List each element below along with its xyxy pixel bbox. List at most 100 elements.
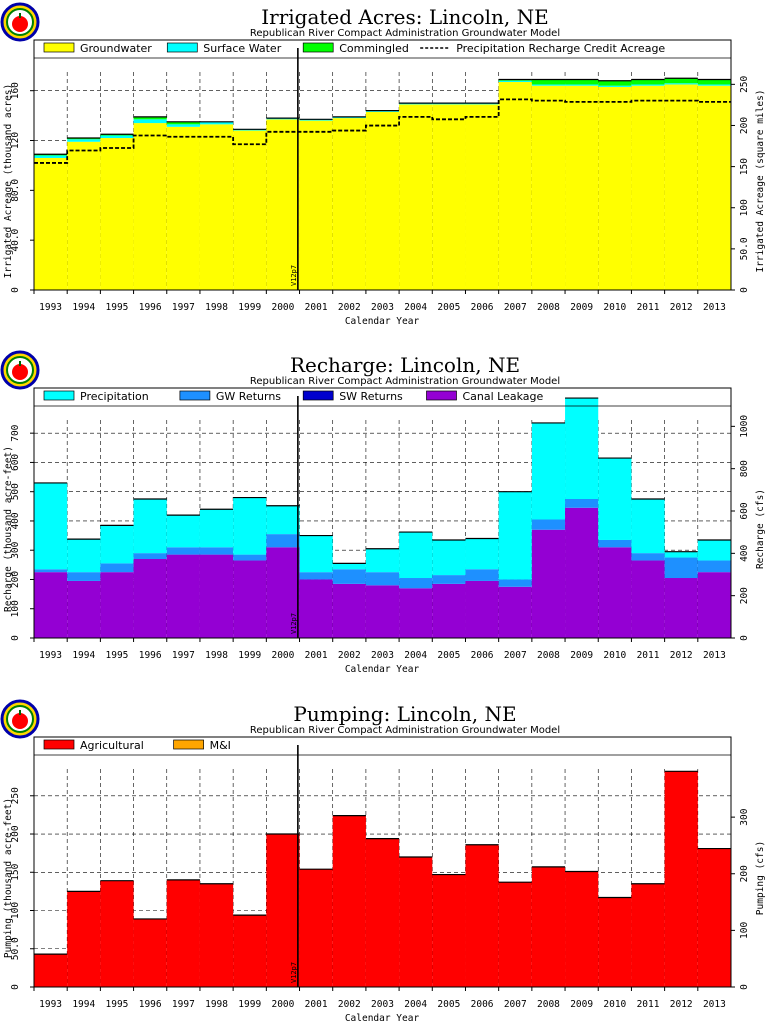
xtick-label-2-3: 1996 [139,999,162,1010]
bar-0-0-14 [498,81,532,290]
ytick-label-left-0-1: 40.0 [10,228,21,251]
xtick-label-2-11: 2004 [404,999,427,1010]
xtick-label-2-1: 1994 [72,999,95,1010]
xtick-label-1-2: 1995 [106,650,129,661]
xtick-label-1-1: 1994 [72,650,95,661]
xtick-label-2-13: 2006 [471,999,494,1010]
legend-2: Agricultural M&I [43,739,231,752]
bar-2-0-20 [697,848,731,987]
xtick-label-0-5: 1998 [205,302,228,313]
xtick-label-2-16: 2009 [570,999,593,1010]
ytick-label-left-0-0: 0 [10,287,21,293]
bar-0-1-0 [34,155,68,158]
xtick-label-1-11: 2004 [404,650,427,661]
y-axis-label-2: Pumping (thousand acre-feet) [3,798,14,958]
xtick-label-2-14: 2007 [504,999,527,1010]
legend-1: Precipitation GW Returns SW Returns Canal L… [43,390,544,403]
xtick-label-2-20: 2013 [703,999,726,1010]
ytick-label-left-0-2: 80.0 [10,179,21,202]
bar-0-1-8 [299,119,333,121]
xtick-label-1-5: 1998 [205,650,228,661]
bar-1-3-5 [199,554,234,638]
ytick-label-right-1-4: 800 [739,460,750,477]
bar-2-0-14 [498,882,532,987]
bar-2-0-18 [631,883,665,987]
legend-swatch-2-1 [173,739,204,750]
bar-1-1-14 [498,579,532,587]
xtick-label-2-0: 1993 [39,999,62,1010]
bar-1-0-17 [598,458,632,540]
xtick-label-2-17: 2010 [603,999,626,1010]
bar-0-0-13 [465,104,499,290]
marker-label-0: V12p7 [290,265,298,286]
bar-1-0-7 [266,505,300,535]
bar-0-2-3 [133,116,167,120]
bar-1-1-6 [233,554,267,561]
xtick-label-0-16: 2009 [570,302,593,313]
bar-1-3-4 [166,554,200,638]
xtick-label-1-6: 1999 [238,650,261,661]
ytick-label-left-1-0: 0 [10,635,21,641]
bar-2-0-5 [199,883,234,987]
bar-1-0-5 [199,509,234,548]
ytick-label-left-0-4: 160 [10,82,21,99]
bar-0-2-17 [598,80,632,86]
bar-1-3-7 [266,547,300,638]
bar-0-0-4 [166,126,200,290]
bar-0-0-16 [565,85,599,291]
bar-0-0-3 [133,123,167,291]
xtick-label-2-7: 2000 [271,999,294,1010]
bar-1-0-0 [34,482,68,570]
bar-2-0-0 [34,954,68,987]
y-axis-label-right-0: Irrigated Acreage (square miles) [755,89,766,272]
bar-1-3-6 [233,560,267,638]
bars-1 [34,397,731,638]
ytick-label-right-0-5: 250 [739,75,750,92]
xtick-label-1-8: 2001 [305,650,328,661]
chart-title-0: Irrigated Acres: Lincoln, NE [261,5,548,29]
xtick-label-1-0: 1993 [39,650,62,661]
xtick-label-0-3: 1996 [139,302,162,313]
bar-1-0-9 [332,563,366,570]
plot-frame-2 [33,736,732,988]
bar-2-0-16 [565,871,599,987]
bar-1-1-18 [631,553,665,561]
bar-1-1-3 [133,553,167,559]
chart-subtitle-0: Republican River Compact Administration … [250,28,560,39]
bar-0-1-10 [365,110,400,112]
bar-1-0-19 [664,551,698,558]
bar-1-1-7 [266,534,300,548]
bar-0-0-12 [432,104,466,290]
bar-0-0-8 [299,120,333,290]
bar-0-1-14 [498,80,532,82]
bar-2-0-15 [531,866,566,987]
bar-0-1-15 [531,84,566,86]
bar-2-0-19 [664,771,698,987]
bar-1-3-14 [498,586,532,638]
bar-0-2-4 [166,121,200,125]
legend-label-2-0: Agricultural [80,739,144,752]
bar-0-0-19 [664,84,698,290]
ytick-label-left-2-3: 150 [10,863,21,880]
ytick-label-left-2-0: 0 [10,984,21,990]
xtick-label-1-13: 2006 [471,650,494,661]
ytick-label-right-2-2: 200 [739,865,750,882]
legend-label-0-1: Surface Water [203,42,281,55]
xtick-label-0-20: 2013 [703,302,726,313]
xtick-label-0-10: 2003 [371,302,394,313]
y-axis-label-right-2: Pumping (cfs) [755,841,766,915]
xtick-label-1-16: 2009 [570,650,593,661]
bar-1-3-3 [133,558,167,638]
plot-frame-1 [33,387,732,639]
bar-1-0-1 [67,539,101,573]
bar-0-0-2 [100,138,134,290]
bar-0-1-2 [100,135,134,139]
bar-1-3-20 [697,572,731,638]
ytick-label-left-2-2: 100 [10,902,21,919]
bar-0-1-19 [664,83,698,85]
y-ticks-right-2: 0 100 200 300 [731,808,750,990]
bar-1-1-16 [565,499,599,508]
bar-1-0-3 [133,499,167,554]
